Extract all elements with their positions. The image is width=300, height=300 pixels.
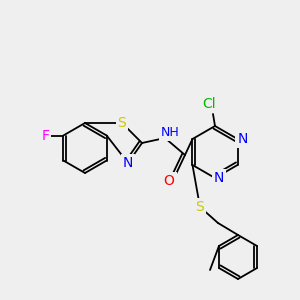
Text: F: F xyxy=(41,128,49,142)
Text: Cl: Cl xyxy=(202,97,216,111)
Text: N: N xyxy=(123,156,133,170)
Text: N: N xyxy=(214,171,224,185)
Text: N: N xyxy=(237,132,248,146)
Text: S: S xyxy=(196,200,204,214)
Text: S: S xyxy=(118,116,126,130)
Text: O: O xyxy=(164,174,174,188)
Text: NH: NH xyxy=(160,125,179,139)
